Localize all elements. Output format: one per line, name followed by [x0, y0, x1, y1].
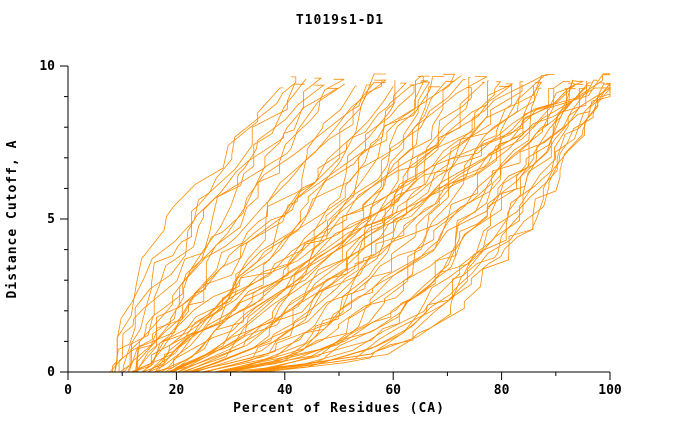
- y-tick-label: 0: [47, 365, 55, 380]
- x-axis-label: Percent of Residues (CA): [233, 401, 445, 416]
- model-curve: [143, 79, 387, 373]
- model-curve: [242, 82, 611, 373]
- model-curve: [238, 87, 542, 373]
- model-curve: [201, 79, 598, 373]
- model-curve: [189, 85, 591, 373]
- model-curve: [215, 81, 502, 373]
- x-tick-label: 40: [277, 383, 293, 398]
- model-curve: [245, 79, 574, 373]
- model-curve: [257, 81, 524, 373]
- tick-marks-group: [60, 65, 611, 380]
- model-curve: [130, 87, 604, 373]
- model-curve: [132, 83, 584, 373]
- curve-series-group: [109, 73, 612, 373]
- model-curve: [217, 88, 567, 373]
- model-curve: [229, 73, 456, 373]
- model-curve: [157, 73, 386, 373]
- x-tick-label: 20: [169, 383, 185, 398]
- y-tick-label: 5: [47, 212, 55, 227]
- y-axis-label: Distance Cutoff, A: [5, 140, 20, 299]
- model-curve: [154, 76, 445, 373]
- model-curve: [123, 82, 386, 373]
- model-curve: [135, 78, 345, 373]
- model-curve: [247, 82, 611, 373]
- model-curve: [164, 79, 466, 373]
- model-curve: [229, 85, 513, 373]
- model-curve: [169, 80, 455, 373]
- model-curve: [169, 85, 610, 373]
- model-curve: [161, 79, 383, 373]
- model-curve: [205, 81, 431, 373]
- model-curve: [181, 80, 396, 373]
- model-curve: [152, 73, 610, 373]
- model-curve: [227, 83, 611, 373]
- model-curve: [222, 77, 471, 373]
- model-curve: [264, 80, 577, 373]
- model-curve: [244, 88, 585, 373]
- model-curve: [119, 84, 325, 373]
- x-tick-label: 80: [494, 383, 510, 398]
- model-curve: [131, 75, 543, 373]
- model-curve: [167, 82, 592, 373]
- model-curve: [127, 83, 346, 373]
- model-curve: [168, 85, 534, 373]
- model-curve: [178, 84, 523, 373]
- model-curve: [147, 83, 513, 373]
- chart-title: T1019s1-D1: [296, 13, 384, 28]
- model-curve: [118, 74, 610, 372]
- model-curve: [192, 87, 612, 373]
- tick-labels-group: 0 20 40 60 80 100 0 5 10: [39, 59, 622, 398]
- x-tick-label: 0: [64, 383, 72, 398]
- x-tick-label: 60: [385, 383, 401, 398]
- model-curve: [114, 87, 340, 373]
- model-curve: [109, 84, 372, 373]
- model-curve: [114, 83, 305, 373]
- model-curve: [122, 76, 297, 372]
- model-curve: [135, 77, 323, 373]
- model-curve: [141, 76, 488, 373]
- model-curve: [128, 75, 462, 373]
- x-tick-label: 100: [598, 383, 622, 398]
- model-curve: [147, 84, 415, 373]
- y-tick-label: 10: [39, 59, 55, 74]
- model-curve: [256, 88, 554, 373]
- model-curve: [190, 82, 407, 373]
